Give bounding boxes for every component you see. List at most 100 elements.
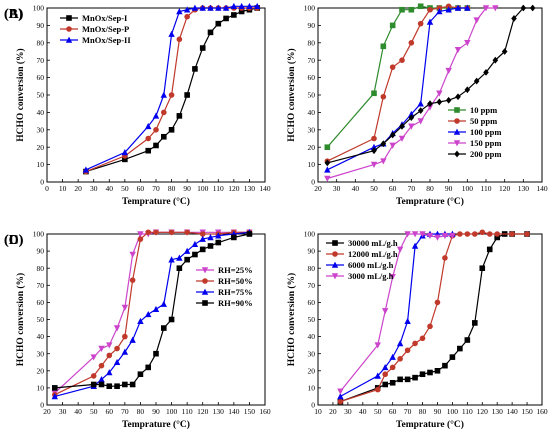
- x-tick-label: 90: [183, 184, 191, 193]
- data-point: [486, 231, 493, 237]
- x-tick-label: 70: [408, 184, 416, 193]
- data-point: [417, 107, 424, 115]
- x-tick-label: 110: [213, 184, 224, 193]
- data-point: [184, 13, 190, 20]
- data-point: [509, 231, 515, 237]
- data-point: [419, 371, 426, 378]
- data-point: [153, 142, 159, 149]
- chart-panel-4: 10 20 30 40 50 60 70 80 90 100 110 120 130 140 150 1600…: [4, 229, 548, 430]
- data-point: [396, 246, 404, 253]
- legend-marker: [454, 118, 460, 124]
- data-point: [176, 113, 183, 119]
- data-point: [113, 325, 121, 332]
- data-point: [445, 6, 452, 13]
- legend: RH=25%RH=50%RH=75%RH=90%: [196, 265, 253, 308]
- data-point: [382, 363, 389, 371]
- legend-label: MnOx/Sep-P: [82, 24, 129, 34]
- x-tick-label: 110: [481, 184, 492, 193]
- legend-label: 150 ppm: [470, 138, 501, 148]
- data-point: [223, 15, 229, 22]
- data-point: [408, 6, 415, 13]
- x-tick-label: 30: [90, 184, 98, 193]
- data-point: [192, 251, 198, 258]
- data-point: [122, 333, 128, 340]
- y-tick-label: 40: [37, 332, 45, 341]
- data-point: [464, 231, 471, 237]
- data-point: [137, 371, 144, 378]
- x-tick-label: 140: [228, 407, 240, 416]
- data-point: [389, 64, 396, 70]
- data-point: [374, 372, 381, 379]
- data-point: [464, 40, 471, 47]
- data-point: [426, 18, 434, 25]
- data-point: [168, 127, 175, 133]
- legend-marker: [202, 300, 208, 306]
- x-tick-label: 40: [359, 407, 367, 416]
- series-line: [54, 231, 250, 396]
- data-point: [153, 127, 159, 133]
- data-point: [442, 362, 448, 369]
- data-point: [121, 348, 129, 355]
- y-tick-label: 90: [308, 247, 316, 256]
- data-point: [114, 383, 120, 389]
- series-2: [324, 3, 471, 164]
- legend-label: 12000 mL/g.h: [348, 249, 398, 259]
- legend-marker: [66, 15, 72, 21]
- series-line: [54, 231, 250, 394]
- data-point: [479, 229, 486, 236]
- data-point: [90, 381, 97, 388]
- series-1: [51, 229, 253, 397]
- data-point: [374, 342, 381, 349]
- y-tick-label: 40: [37, 108, 45, 117]
- data-point: [457, 345, 463, 352]
- x-axis-label: Temprature (°C): [396, 419, 464, 430]
- data-point: [427, 6, 433, 13]
- data-point: [404, 347, 411, 354]
- x-axis-label: Temprature (°C): [396, 196, 464, 207]
- data-point: [434, 234, 441, 241]
- data-point: [434, 299, 441, 306]
- legend-marker: [331, 261, 339, 268]
- y-tick-label: 50: [308, 91, 316, 100]
- data-point: [442, 255, 448, 261]
- series-3: [51, 228, 253, 400]
- y-tick-label: 30: [37, 125, 45, 134]
- series-line: [327, 5, 468, 162]
- data-point: [82, 166, 90, 173]
- data-point: [426, 232, 434, 240]
- y-tick-label: 10: [37, 160, 45, 169]
- data-point: [380, 158, 387, 165]
- y-tick-label: 0: [40, 401, 44, 410]
- y-tick-label: 60: [308, 298, 316, 307]
- x-tick-label: 130: [492, 407, 504, 416]
- y-tick-label: 30: [37, 349, 45, 358]
- panel-label: (A): [4, 7, 24, 22]
- y-tick-label: 40: [308, 332, 316, 341]
- x-tick-label: 40: [74, 407, 82, 416]
- legend-marker: [453, 140, 461, 147]
- legend-marker: [202, 278, 208, 284]
- data-point: [511, 15, 517, 22]
- x-tick-label: 0: [45, 184, 49, 193]
- x-tick-label: 100: [462, 184, 474, 193]
- series-1: [324, 3, 471, 150]
- y-tick-label: 50: [37, 315, 45, 324]
- x-tick-label: 30: [333, 184, 341, 193]
- data-point: [324, 144, 331, 150]
- data-point: [184, 256, 190, 263]
- legend-label: 100 ppm: [470, 127, 501, 137]
- data-point: [436, 8, 443, 15]
- data-point: [145, 310, 152, 318]
- data-point: [207, 243, 214, 249]
- data-point: [371, 135, 377, 142]
- x-tick-label: 130: [518, 184, 530, 193]
- x-tick-label: 100: [197, 184, 209, 193]
- x-tick-label: 140: [507, 407, 519, 416]
- legend-label: 3000 mL/g.h: [348, 271, 394, 281]
- data-point: [121, 304, 129, 311]
- plot-frame: [317, 7, 543, 183]
- data-point: [246, 231, 253, 237]
- data-point: [231, 12, 237, 18]
- x-tick-label: 70: [152, 184, 160, 193]
- x-tick-label: 10: [59, 184, 67, 193]
